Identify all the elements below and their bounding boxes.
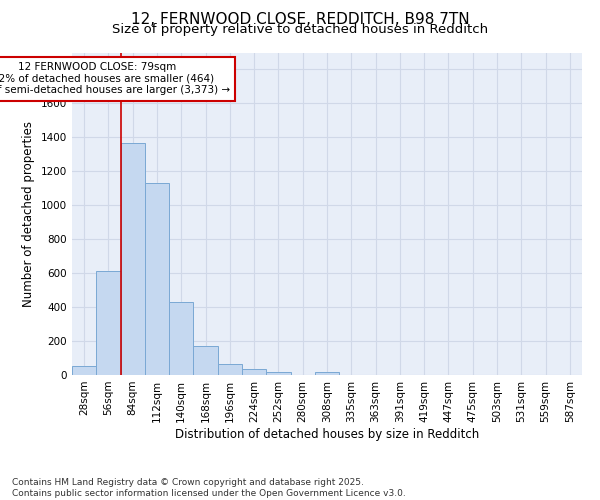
Text: 12 FERNWOOD CLOSE: 79sqm
← 12% of detached houses are smaller (464)
88% of semi-: 12 FERNWOOD CLOSE: 79sqm ← 12% of detach… <box>0 62 230 96</box>
Bar <box>72 366 96 375</box>
Bar <box>242 368 266 375</box>
Bar <box>121 144 145 375</box>
Bar <box>169 302 193 375</box>
X-axis label: Distribution of detached houses by size in Redditch: Distribution of detached houses by size … <box>175 428 479 440</box>
Y-axis label: Number of detached properties: Number of detached properties <box>22 120 35 306</box>
Bar <box>96 272 121 375</box>
Text: 12, FERNWOOD CLOSE, REDDITCH, B98 7TN: 12, FERNWOOD CLOSE, REDDITCH, B98 7TN <box>131 12 469 28</box>
Bar <box>315 372 339 375</box>
Text: Contains HM Land Registry data © Crown copyright and database right 2025.
Contai: Contains HM Land Registry data © Crown c… <box>12 478 406 498</box>
Bar <box>218 364 242 375</box>
Bar <box>193 346 218 375</box>
Text: Size of property relative to detached houses in Redditch: Size of property relative to detached ho… <box>112 22 488 36</box>
Bar <box>266 372 290 375</box>
Bar <box>145 183 169 375</box>
